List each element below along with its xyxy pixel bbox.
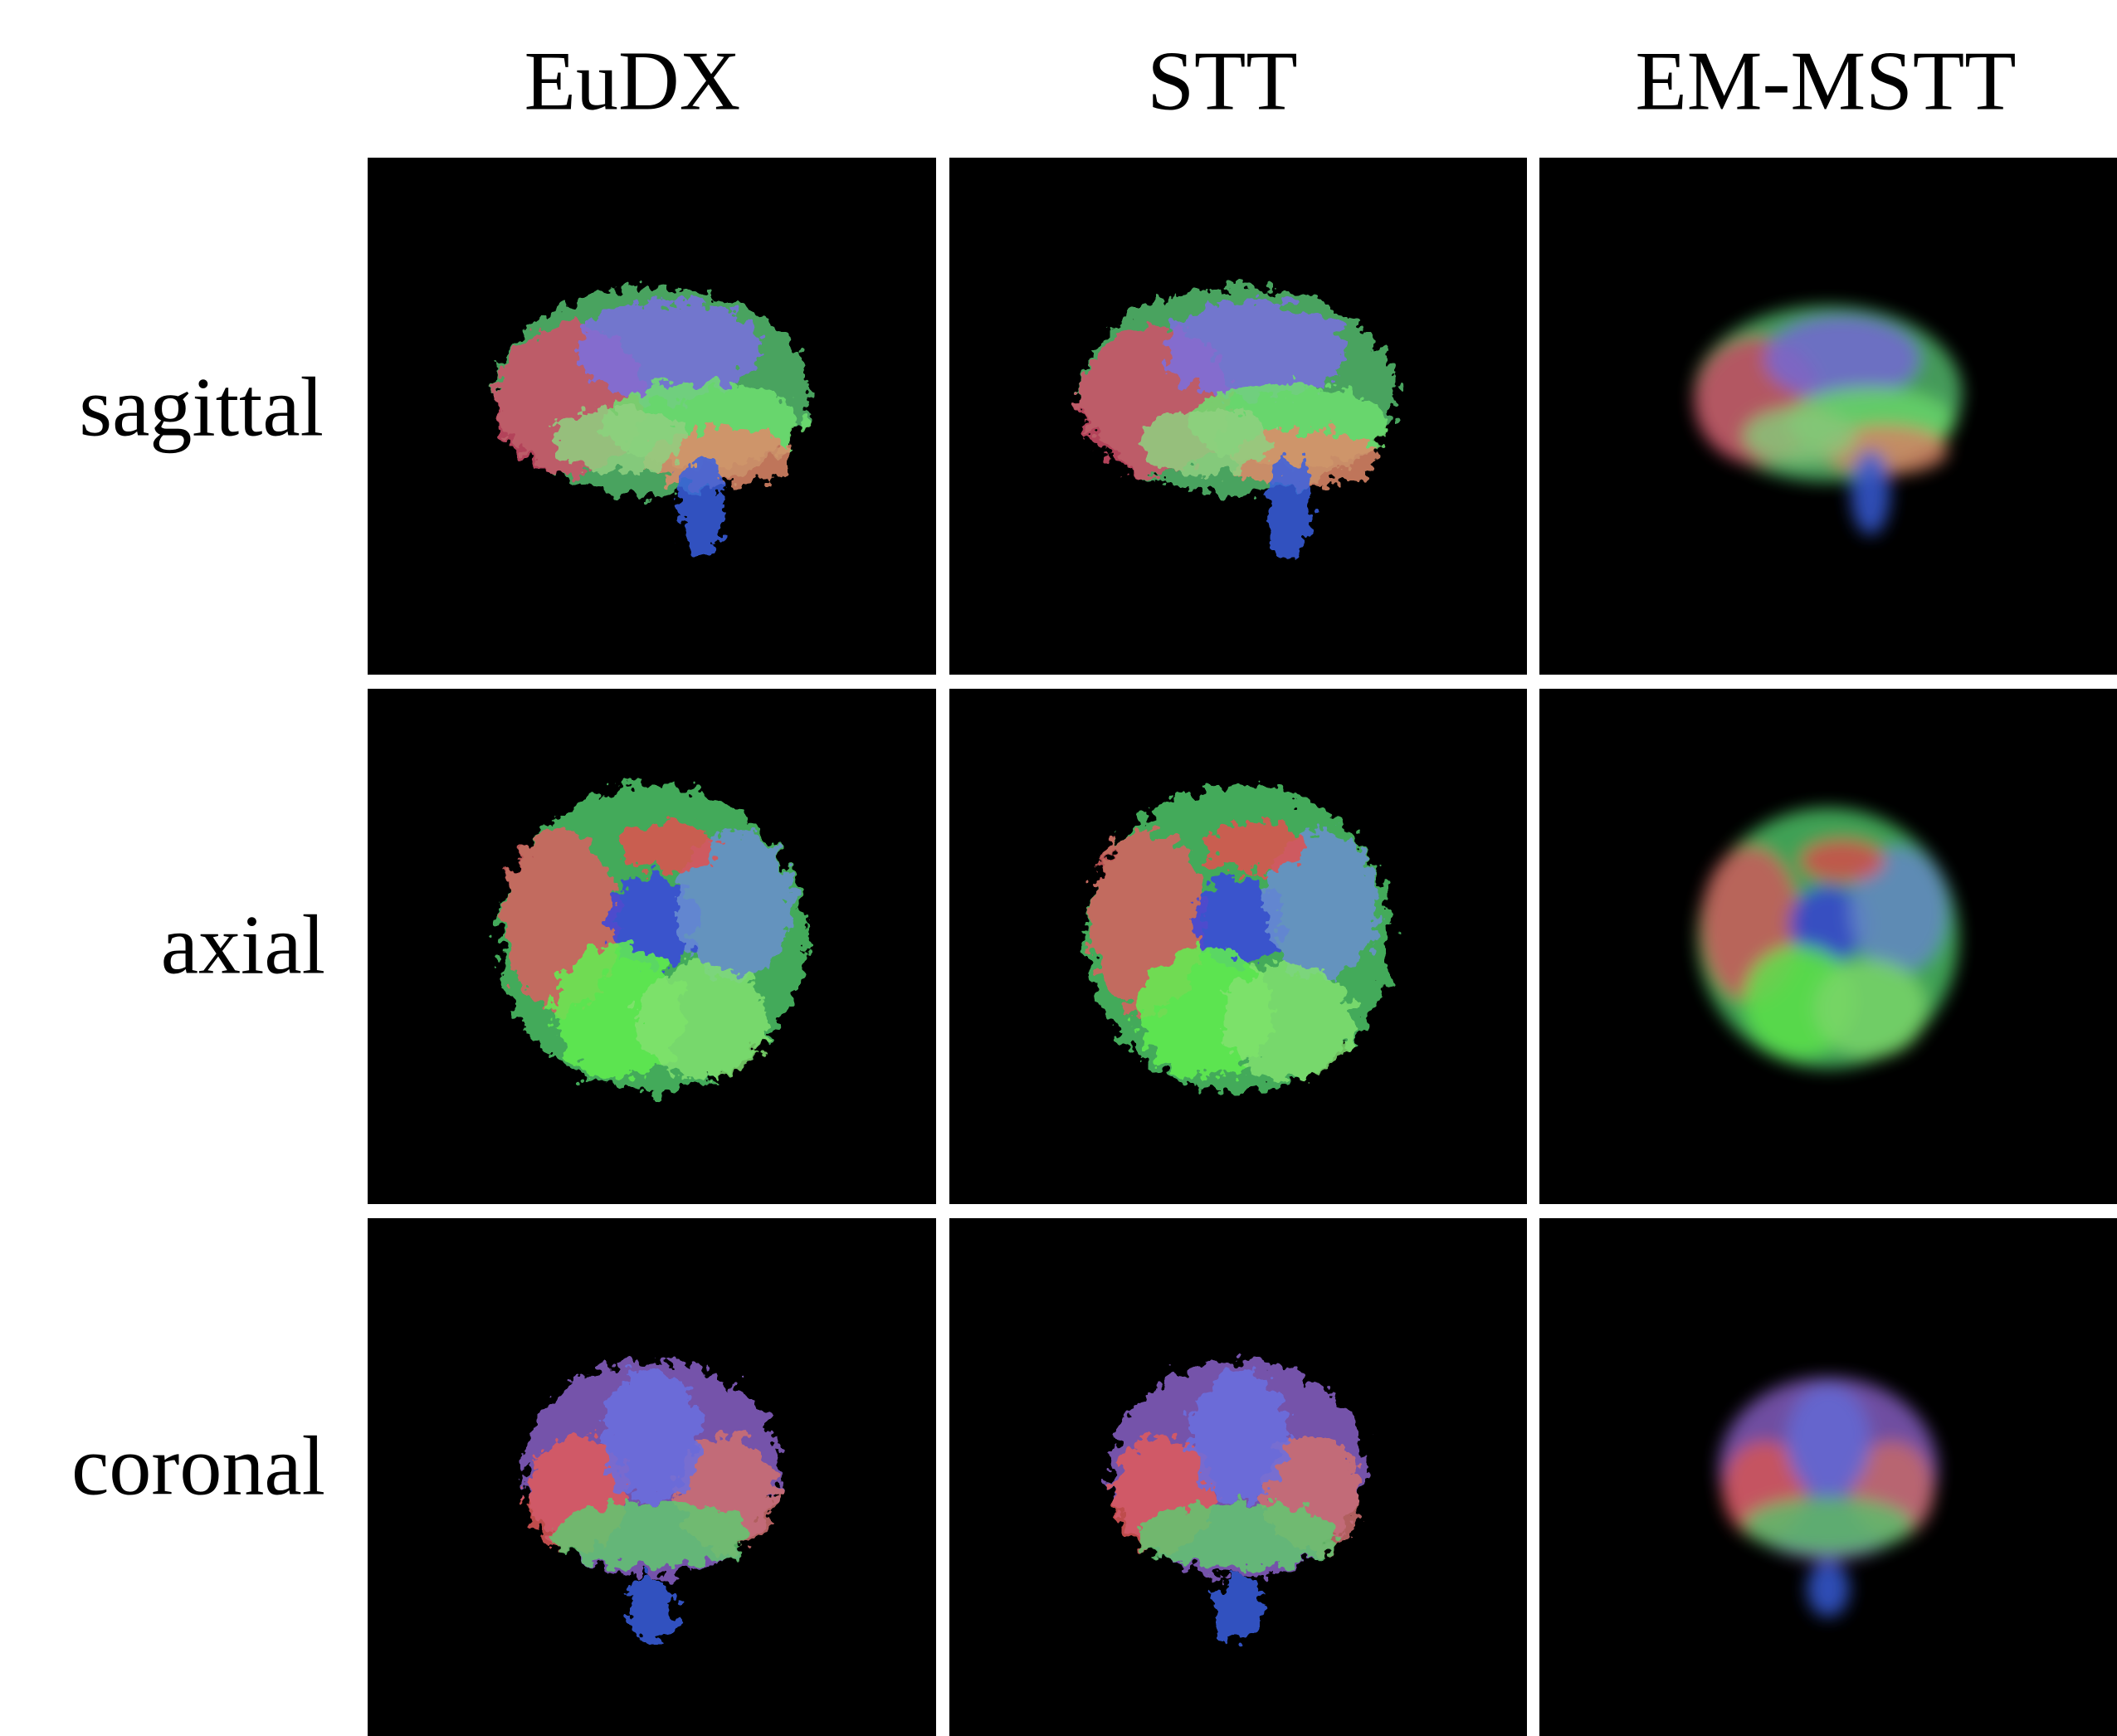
tractography bbox=[1719, 1377, 1938, 1617]
image-panel bbox=[368, 1218, 936, 1736]
fiber-bundle bbox=[1744, 1497, 1913, 1553]
image-panel bbox=[949, 158, 1527, 675]
tractography bbox=[494, 287, 810, 558]
fiber-bundle bbox=[552, 407, 685, 475]
fiber-bundle bbox=[1786, 1384, 1871, 1497]
fiber-bundle bbox=[606, 875, 698, 968]
image-panel bbox=[368, 158, 936, 675]
image-panel bbox=[368, 689, 936, 1204]
tractography bbox=[1694, 305, 1963, 535]
panel-grid bbox=[368, 158, 2117, 1736]
fiber-bundle bbox=[627, 1577, 677, 1643]
fiber-bundle bbox=[676, 830, 793, 980]
tractography bbox=[498, 784, 806, 1092]
fiber-bundle bbox=[1800, 839, 1885, 882]
column-header: STT bbox=[1147, 34, 1297, 128]
row-label: axial bbox=[161, 898, 325, 992]
image-panel bbox=[1539, 689, 2117, 1204]
fiber-bundle bbox=[1222, 963, 1354, 1080]
fiber-bundle bbox=[577, 300, 760, 400]
fiber-bundle bbox=[1205, 822, 1305, 872]
fiber-bundle bbox=[635, 963, 768, 1080]
fiber-bundle bbox=[1263, 830, 1379, 980]
fiber-bundle bbox=[1851, 450, 1890, 535]
tractography bbox=[1110, 1361, 1367, 1643]
fiber-bundle bbox=[678, 457, 725, 558]
tractography bbox=[1080, 287, 1396, 558]
tractography bbox=[1085, 784, 1392, 1092]
fiber-bundle bbox=[1744, 407, 1856, 465]
fiber-bundle bbox=[1814, 959, 1927, 1058]
fiber-bundle bbox=[1265, 457, 1311, 558]
fiber-bundle bbox=[1163, 300, 1346, 400]
column-header: EuDX bbox=[524, 34, 741, 128]
fiber-bundle bbox=[1213, 1577, 1263, 1643]
fiber-bundle bbox=[1807, 1560, 1850, 1617]
fiber-bundle bbox=[1789, 885, 1867, 963]
image-panel bbox=[1539, 1218, 2117, 1736]
fiber-bundle bbox=[1764, 316, 1920, 401]
tractography bbox=[1697, 807, 1959, 1069]
tractography bbox=[523, 1361, 781, 1643]
fiber-bundle bbox=[552, 1502, 752, 1568]
image-panel bbox=[1539, 158, 2117, 675]
column-header: EM-MSTT bbox=[1636, 34, 2017, 128]
row-label: sagittal bbox=[79, 360, 324, 454]
row-label: coronal bbox=[71, 1419, 325, 1513]
fiber-bundle bbox=[1193, 875, 1284, 968]
fiber-bundle bbox=[602, 1369, 702, 1502]
fiber-bundle bbox=[618, 822, 719, 872]
image-panel bbox=[949, 1218, 1527, 1736]
image-panel bbox=[949, 689, 1527, 1204]
fiber-bundle bbox=[1139, 407, 1271, 475]
fiber-bundle bbox=[1849, 846, 1949, 973]
fiber-bundle bbox=[1139, 1502, 1338, 1568]
fiber-bundle bbox=[1188, 1369, 1288, 1502]
